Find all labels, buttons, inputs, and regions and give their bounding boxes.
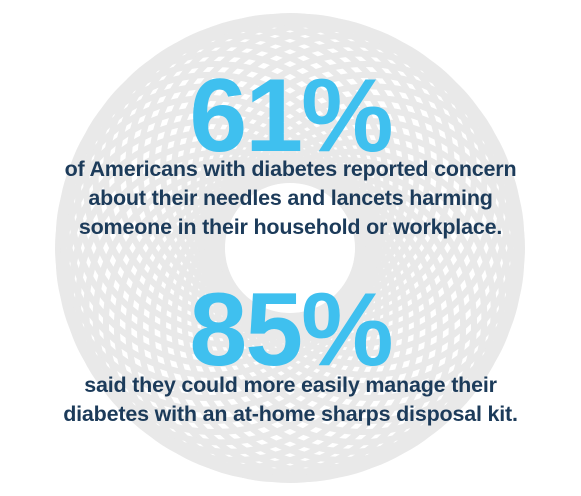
stat-85-percent: 85% — [189, 272, 393, 388]
stat-61-percent: 61% — [189, 58, 393, 174]
pattern-ring — [205, 50, 512, 357]
stat-85-caption-line-1: said they could more easily manage their — [84, 373, 497, 397]
pattern-ring — [211, 60, 518, 367]
pattern-ring — [181, 26, 488, 333]
stat-61-caption-line-2: about their needles and lancets harming — [88, 186, 493, 210]
pattern-ring — [62, 60, 369, 367]
pattern-ring — [83, 33, 390, 340]
pattern-ring — [218, 83, 525, 390]
stat-61-caption-line-3: someone in their household or workplace. — [78, 215, 503, 239]
pattern-ring — [160, 16, 467, 323]
stat-85-caption-line-2: diabetes with an at-home sharps disposal… — [63, 402, 518, 426]
stat-61-caption: of Americans with diabetes reported conc… — [0, 155, 581, 242]
stat-85-caption: said they could more easily manage their… — [0, 371, 581, 429]
pattern-center — [235, 193, 345, 303]
stat-61-caption-line-1: of Americans with diabetes reported conc… — [64, 157, 517, 181]
pattern-ring — [171, 20, 478, 327]
pattern-ring — [190, 33, 497, 340]
pattern-ring — [198, 41, 505, 348]
